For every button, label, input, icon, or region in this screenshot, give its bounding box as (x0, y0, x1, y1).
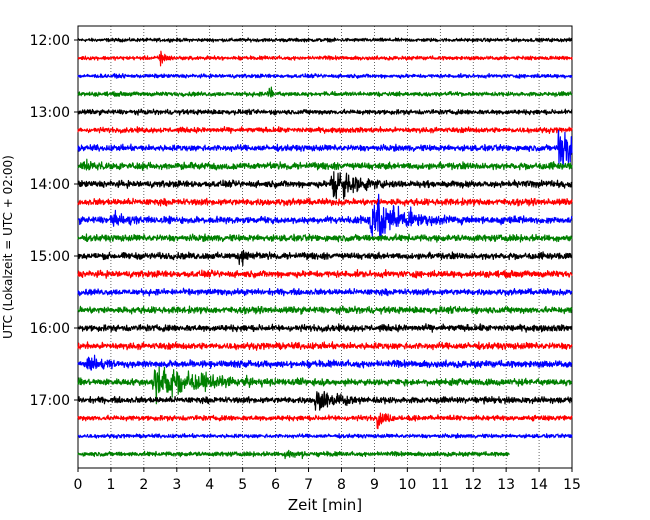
y-tick-label: 12:00 (30, 33, 70, 49)
trace-1415 (77, 197, 573, 207)
trace-1545 (77, 305, 573, 315)
x-axis: 0 1 2 3 4 5 6 7 8 9 10 11 12 13 14 15 (74, 468, 581, 493)
x-tick-label: 7 (304, 477, 313, 493)
trace-1230 (77, 72, 573, 80)
x-tick-label: 10 (398, 477, 416, 493)
trace-1615 (77, 341, 573, 351)
x-tick-label: 5 (238, 477, 247, 493)
trace-1200 (77, 37, 573, 43)
trace-1445 (77, 233, 573, 243)
y-tick-label: 13:00 (30, 105, 70, 121)
y-tick-label: 16:00 (30, 321, 70, 337)
x-tick-label: 4 (205, 477, 214, 493)
trace-1215 (77, 50, 573, 67)
trace-1300 (77, 108, 573, 116)
x-tick-label: 3 (172, 477, 181, 493)
trace-1400 (77, 171, 573, 200)
plot-frame (77, 25, 573, 469)
trace-1245 (77, 86, 573, 98)
x-tick-label: 12 (464, 477, 482, 493)
trace-1430 (77, 193, 573, 238)
trace-1315 (77, 125, 573, 134)
y-axis: 12:00 13:00 14:00 15:00 16:00 17:00 (30, 33, 78, 409)
trace-1530 (77, 287, 573, 297)
x-tick-label: 6 (271, 477, 280, 493)
trace-1645 (77, 366, 573, 405)
y-tick-label: 17:00 (30, 393, 70, 409)
trace-1600 (77, 323, 573, 333)
x-tick-label: 11 (431, 477, 449, 493)
x-tick-label: 9 (370, 477, 379, 493)
trace-1745 (77, 449, 510, 460)
y-axis-label: UTC (Lokalzeit = UTC + 02:00) (1, 155, 15, 339)
trace-1715 (77, 412, 573, 430)
x-tick-label: 0 (74, 477, 83, 493)
trace-1730 (77, 432, 573, 440)
x-tick-label: 1 (106, 477, 115, 493)
x-tick-label: 15 (563, 477, 581, 493)
y-tick-label: 15:00 (30, 249, 70, 265)
trace-1630 (77, 354, 573, 371)
trace-1515 (77, 268, 573, 279)
traces (77, 37, 573, 460)
y-tick-label: 14:00 (30, 177, 70, 193)
trace-1345 (77, 158, 573, 171)
x-tick-label: 13 (497, 477, 515, 493)
x-tick-label: 14 (530, 477, 548, 493)
x-tick-label: 8 (337, 477, 346, 493)
trace-1700 (77, 390, 573, 411)
x-tick-label: 2 (139, 477, 148, 493)
x-axis-label: Zeit [min] (288, 496, 362, 514)
trace-1330 (77, 129, 573, 167)
trace-1500 (77, 249, 573, 267)
